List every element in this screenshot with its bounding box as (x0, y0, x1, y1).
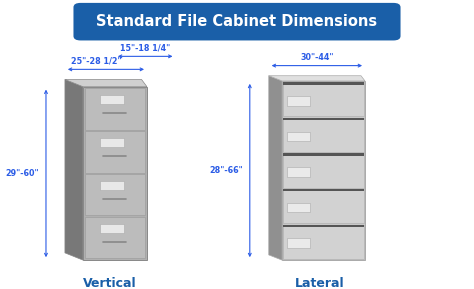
Bar (100, 181, 124, 190)
Polygon shape (65, 79, 147, 87)
Bar (283, 225, 364, 227)
Polygon shape (269, 76, 282, 260)
Bar (100, 224, 124, 233)
Polygon shape (65, 79, 83, 260)
Bar (85, 174, 145, 216)
Bar (283, 118, 364, 152)
Bar (283, 118, 364, 120)
Text: 29"-60": 29"-60" (5, 169, 39, 178)
FancyBboxPatch shape (73, 3, 401, 40)
Bar (85, 131, 145, 173)
Bar (85, 217, 145, 258)
Bar (85, 88, 145, 129)
Bar (287, 96, 310, 105)
Polygon shape (269, 76, 365, 81)
Bar (283, 82, 364, 116)
Bar (287, 167, 310, 177)
Text: 28"-66": 28"-66" (209, 166, 243, 175)
Text: 15"-18 1/4": 15"-18 1/4" (120, 44, 170, 53)
Bar (283, 82, 364, 85)
Bar (283, 189, 364, 191)
Bar (287, 238, 310, 248)
Text: 25"-28 1/2": 25"-28 1/2" (71, 56, 122, 65)
Bar (283, 153, 364, 156)
Bar (287, 131, 310, 141)
Bar (287, 203, 310, 212)
Text: 30"-44": 30"-44" (300, 53, 334, 62)
Text: Vertical: Vertical (83, 277, 137, 289)
Text: Lateral: Lateral (295, 277, 344, 289)
Bar (100, 95, 124, 104)
Bar (282, 81, 365, 260)
Bar (283, 225, 364, 259)
Bar (83, 87, 147, 260)
Bar (100, 138, 124, 147)
Bar (283, 189, 364, 223)
Text: Standard File Cabinet Dimensions: Standard File Cabinet Dimensions (96, 14, 378, 29)
Bar (283, 153, 364, 188)
